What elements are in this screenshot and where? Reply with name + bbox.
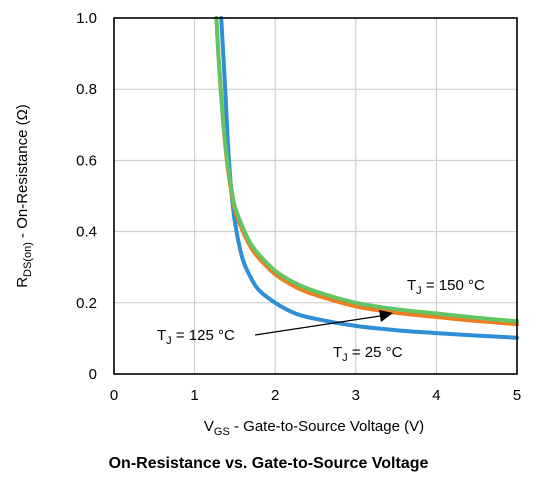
y-axis-title-rest: - On-Resistance (Ω) bbox=[14, 104, 31, 242]
x-tick-label: 3 bbox=[352, 387, 360, 404]
annotation-arrow-line bbox=[254, 315, 381, 336]
annotation-tj-125: TJ = 125 °C bbox=[157, 327, 235, 347]
x-tick-label: 4 bbox=[432, 387, 440, 404]
y-axis-title: RDS(on) - On-Resistance (Ω) bbox=[14, 104, 34, 288]
x-tick-label: 1 bbox=[190, 387, 198, 404]
y-tick-label: 0.8 bbox=[76, 81, 97, 98]
y-tick-label: 0.6 bbox=[76, 152, 97, 169]
grid bbox=[114, 18, 517, 374]
series-lines bbox=[214, 16, 519, 340]
x-tick-label: 0 bbox=[110, 387, 118, 404]
tick-labels: 0 1 2 3 4 5 0 0.2 0.4 0.6 0.8 1.0 bbox=[76, 10, 521, 404]
x-axis-title-rest: - Gate-to-Source Voltage (V) bbox=[230, 418, 424, 435]
x-tick-label: 5 bbox=[513, 387, 521, 404]
x-axis-title-sub: GS bbox=[214, 426, 230, 438]
annotation-arrowhead bbox=[379, 310, 393, 322]
y-tick-label: 0.2 bbox=[76, 295, 97, 312]
chart-title: On-Resistance vs. Gate-to-Source Voltage bbox=[108, 455, 429, 472]
x-axis-title: VGS - Gate-to-Source Voltage (V) bbox=[204, 418, 424, 438]
y-axis-title-main: R bbox=[14, 277, 31, 288]
annotation-tj-25: TJ = 25 °C bbox=[333, 344, 403, 364]
x-tick-label: 2 bbox=[271, 387, 279, 404]
y-tick-label: 0.4 bbox=[76, 224, 97, 241]
series-line-2 bbox=[214, 16, 519, 324]
y-axis-title-sub: DS(on) bbox=[22, 242, 34, 277]
plot-frame bbox=[113, 17, 518, 375]
y-tick-label: 1.0 bbox=[76, 10, 97, 27]
y-tick-label: 0 bbox=[89, 366, 97, 383]
x-axis-title-main: V bbox=[204, 418, 214, 435]
annotation-tj-150: TJ = 150 °C bbox=[407, 277, 485, 297]
